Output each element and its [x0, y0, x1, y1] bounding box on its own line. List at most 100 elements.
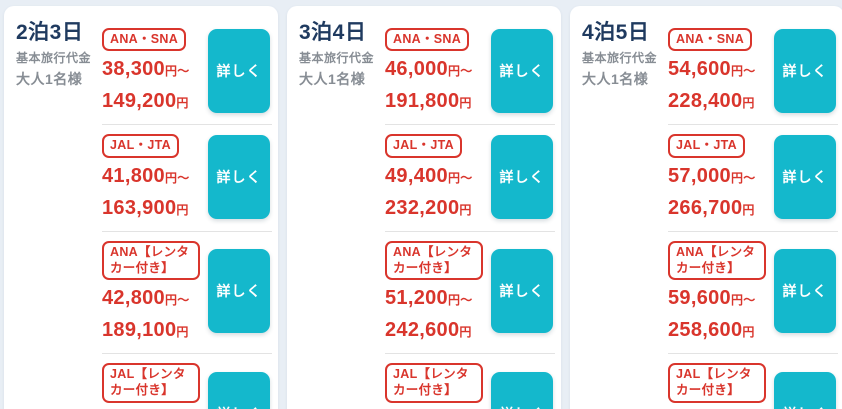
details-button[interactable]: 詳しく	[208, 371, 270, 409]
price-to: 232,200円	[385, 197, 483, 220]
price-value: 149,200	[102, 90, 177, 113]
per-adult-label: 大人1名様	[16, 71, 83, 88]
price-value: 54,600	[668, 58, 731, 81]
duration-title: 3泊4日	[299, 21, 367, 44]
price-from: 42,800円～	[102, 287, 200, 310]
price-info: ANA【レンタカー付き】 59,600円～ 258,600円	[668, 240, 774, 343]
details-button[interactable]: 詳しく	[491, 371, 553, 409]
price-row: JAL・JTA 41,800円～ 163,900円 詳しく	[102, 124, 272, 230]
price-to: 228,400円	[668, 90, 766, 113]
duration-column-4n5d: 4泊5日 基本旅行代金 大人1名様 ANA・SNA 54,600円～ 228,4…	[570, 6, 842, 409]
price-info: JAL【レンタカー付き】 53,000円～ 285,900円	[385, 363, 491, 409]
price-value: 41,800	[102, 164, 165, 187]
duration-column-2n3d: 2泊3日 基本旅行代金 大人1名様 ANA・SNA 38,300円～ 149,2…	[4, 6, 278, 409]
price-from: 54,600円～	[668, 58, 766, 81]
price-to: 266,700円	[668, 197, 766, 220]
price-value: 242,600	[385, 319, 460, 341]
yen-from-suffix: 円～	[164, 64, 190, 79]
price-row: ANA【レンタカー付き】 59,600円～ 258,600円 詳しく	[668, 230, 838, 354]
details-button[interactable]: 詳しく	[208, 249, 270, 334]
details-button[interactable]: 詳しく	[491, 28, 553, 113]
duration-header: 2泊3日 基本旅行代金 大人1名様	[16, 19, 102, 409]
price-from: 57,000円～	[668, 165, 766, 188]
price-value: 46,000	[385, 58, 448, 81]
yen-from-suffix: 円～	[730, 170, 756, 185]
duration-header: 3泊4日 基本旅行代金 大人1名様	[299, 19, 385, 409]
price-info: ANA【レンタカー付き】 51,200円～ 242,600円	[385, 240, 491, 343]
price-value: 258,600	[668, 319, 743, 341]
price-info: JAL【レンタカー付き】 45,000円～ 221,400円	[102, 363, 208, 409]
price-from: 41,800円～	[102, 165, 200, 188]
price-value: 59,600	[668, 287, 731, 309]
yen-from-suffix: 円～	[447, 293, 473, 307]
price-info: JAL・JTA 57,000円～ 266,700円	[668, 134, 774, 219]
airline-badge: JAL・JTA	[102, 134, 179, 158]
duration-header: 4泊5日 基本旅行代金 大人1名様	[582, 19, 668, 409]
price-info: ANA・SNA 54,600円～ 228,400円	[668, 28, 774, 113]
yen-suffix: 円	[742, 325, 755, 339]
base-price-label: 基本旅行代金	[582, 51, 658, 66]
details-button[interactable]: 詳しく	[774, 249, 836, 334]
price-row: JAL【レンタカー付き】 53,000円～ 285,900円 詳しく	[385, 353, 555, 409]
price-row: JAL・JTA 57,000円～ 266,700円 詳しく	[668, 124, 838, 230]
price-to: 191,800円	[385, 90, 483, 113]
details-button[interactable]: 詳しく	[491, 249, 553, 334]
details-button[interactable]: 詳しく	[208, 134, 270, 219]
yen-from-suffix: 円～	[164, 170, 190, 185]
airline-badge: ANA【レンタカー付き】	[385, 240, 483, 280]
details-button[interactable]: 詳しく	[208, 28, 270, 113]
yen-suffix: 円	[742, 96, 755, 111]
airline-badge: ANA・SNA	[668, 28, 753, 52]
yen-suffix: 円	[742, 202, 755, 217]
price-row: ANA・SNA 46,000円～ 191,800円 詳しく	[385, 19, 555, 124]
yen-from-suffix: 円～	[164, 293, 190, 307]
yen-from-suffix: 円～	[447, 170, 473, 185]
price-info: ANA・SNA 38,300円～ 149,200円	[102, 28, 208, 113]
yen-suffix: 円	[459, 96, 472, 111]
airline-badge: JAL・JTA	[668, 134, 745, 158]
price-value: 191,800	[385, 90, 460, 113]
airline-badge: ANA【レンタカー付き】	[668, 240, 766, 280]
price-value: 57,000	[668, 164, 731, 187]
price-rows: ANA・SNA 38,300円～ 149,200円 詳しく JAL・JTA 41…	[102, 19, 272, 409]
yen-suffix: 円	[176, 202, 189, 217]
details-button[interactable]: 詳しく	[491, 134, 553, 219]
price-row: JAL【レンタカー付き】 61,500円～ 321,800円 詳しく	[668, 353, 838, 409]
price-row: ANA【レンタカー付き】 51,200円～ 242,600円 詳しく	[385, 230, 555, 354]
price-row: ANA【レンタカー付き】 42,800円～ 189,100円 詳しく	[102, 230, 272, 354]
details-button[interactable]: 詳しく	[774, 28, 836, 113]
price-info: ANA【レンタカー付き】 42,800円～ 189,100円	[102, 240, 208, 343]
airline-badge: ANA【レンタカー付き】	[102, 240, 200, 280]
price-value: 228,400	[668, 90, 743, 113]
details-button[interactable]: 詳しく	[774, 134, 836, 219]
yen-suffix: 円	[176, 325, 189, 339]
price-value: 38,300	[102, 58, 165, 81]
airline-badge: JAL【レンタカー付き】	[385, 363, 483, 403]
price-info: ANA・SNA 46,000円～ 191,800円	[385, 28, 491, 113]
price-from: 49,400円～	[385, 165, 483, 188]
airline-badge: ANA・SNA	[102, 28, 187, 52]
duration-title: 4泊5日	[582, 21, 650, 44]
price-value: 189,100	[102, 319, 177, 341]
details-button[interactable]: 詳しく	[774, 371, 836, 409]
price-to: 189,100円	[102, 319, 200, 342]
price-row: ANA・SNA 38,300円～ 149,200円 詳しく	[102, 19, 272, 124]
price-rows: ANA・SNA 46,000円～ 191,800円 詳しく JAL・JTA 49…	[385, 19, 555, 409]
yen-suffix: 円	[459, 325, 472, 339]
price-row: JAL【レンタカー付き】 45,000円～ 221,400円 詳しく	[102, 353, 272, 409]
price-from: 59,600円～	[668, 287, 766, 310]
price-info: JAL・JTA 49,400円～ 232,200円	[385, 134, 491, 219]
price-info: JAL・JTA 41,800円～ 163,900円	[102, 134, 208, 219]
yen-suffix: 円	[176, 96, 189, 111]
base-price-label: 基本旅行代金	[299, 51, 375, 66]
price-value: 42,800	[102, 287, 165, 309]
yen-from-suffix: 円～	[730, 293, 756, 307]
price-to: 242,600円	[385, 319, 483, 342]
yen-from-suffix: 円～	[730, 64, 756, 79]
price-value: 49,400	[385, 164, 448, 187]
airline-badge: ANA・SNA	[385, 28, 470, 52]
price-value: 232,200	[385, 196, 460, 219]
per-adult-label: 大人1名様	[299, 71, 366, 88]
duration-column-3n4d: 3泊4日 基本旅行代金 大人1名様 ANA・SNA 46,000 円～ 191,8…	[287, 6, 561, 409]
